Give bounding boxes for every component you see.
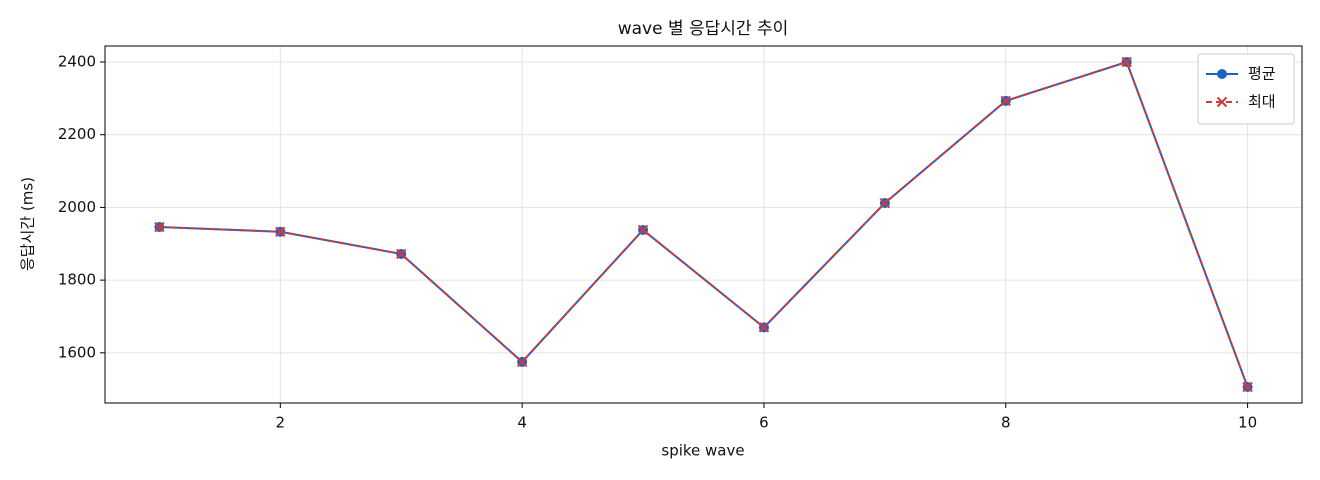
x-tick-label: 2 — [276, 414, 286, 432]
y-tick-label: 1600 — [58, 343, 96, 361]
legend-marker — [1217, 69, 1227, 79]
legend-marker — [1216, 96, 1228, 108]
marker — [758, 322, 770, 333]
x-tick-label: 6 — [759, 414, 769, 432]
y-tick-label: 2400 — [58, 52, 96, 70]
marker — [516, 356, 528, 368]
series-line — [159, 60, 1249, 388]
y-tick-label: 2200 — [58, 125, 96, 143]
chart-title: wave 별 응답시간 추이 — [618, 19, 789, 39]
legend-label: 최대 — [1248, 93, 1276, 111]
marker — [1000, 95, 1011, 107]
x-tick-label: 4 — [517, 414, 527, 432]
legend-box — [1197, 53, 1295, 125]
y-axis-label: 응답시간 (ms) — [19, 177, 37, 271]
plot-frame — [104, 45, 1303, 404]
x-axis-label: spike wave — [661, 442, 744, 460]
marker — [637, 224, 649, 236]
y-tick-label: 2000 — [58, 198, 96, 216]
marker — [879, 197, 891, 209]
marker — [154, 221, 165, 233]
y-tick-label: 1800 — [58, 271, 96, 289]
marker — [396, 248, 407, 260]
legend-label: 평균 — [1248, 65, 1276, 83]
marker — [1242, 381, 1253, 393]
marker — [275, 226, 286, 237]
marker — [1121, 56, 1132, 68]
x-tick-label: 10 — [1238, 414, 1257, 432]
series-line — [159, 60, 1249, 388]
x-tick-label: 8 — [1001, 414, 1011, 432]
